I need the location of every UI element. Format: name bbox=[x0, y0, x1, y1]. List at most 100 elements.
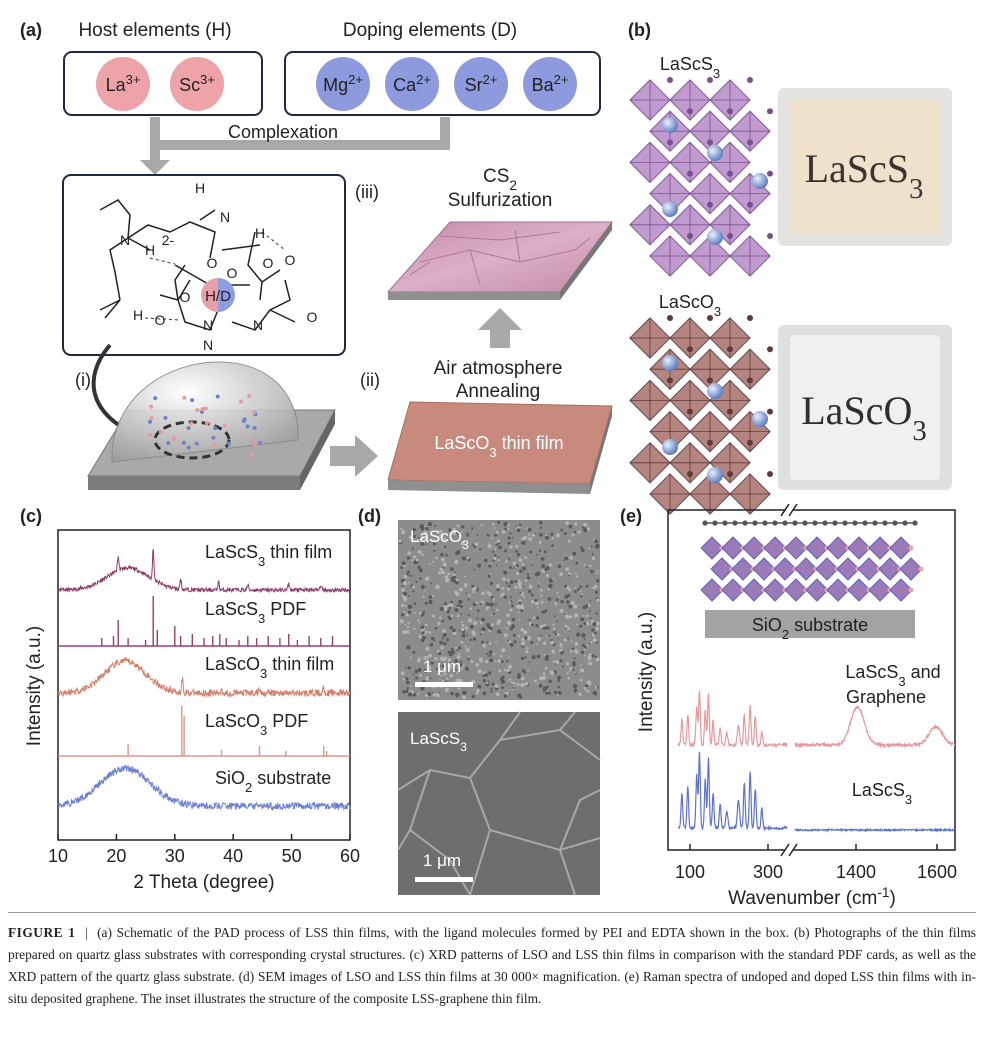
trace-label: LaScO3 PDF bbox=[205, 711, 308, 738]
sem-pore bbox=[520, 604, 524, 608]
sem-pore bbox=[517, 693, 522, 698]
sem-pore bbox=[516, 552, 521, 557]
sem-pore bbox=[455, 668, 458, 671]
sem-pore bbox=[552, 627, 556, 630]
complexation-label: Complexation bbox=[228, 122, 338, 142]
sem-pore bbox=[412, 532, 414, 534]
text-part: PDF bbox=[265, 599, 306, 619]
sem-pore bbox=[518, 558, 523, 563]
octahedron-edge bbox=[730, 474, 770, 514]
sem-pore bbox=[505, 582, 508, 585]
sem-pore bbox=[490, 690, 493, 693]
sem-pore bbox=[580, 548, 585, 552]
octahedron bbox=[847, 578, 871, 602]
octahedron bbox=[784, 536, 808, 560]
process-arrow bbox=[478, 308, 522, 348]
sem-pore bbox=[488, 642, 492, 645]
sem-pore bbox=[580, 546, 583, 549]
sem-pore bbox=[503, 522, 508, 527]
sem-pore bbox=[408, 581, 411, 584]
sem-pore bbox=[543, 623, 546, 627]
sem-pore bbox=[564, 613, 566, 616]
sem-pore bbox=[492, 612, 495, 615]
particle bbox=[149, 404, 154, 409]
sem-pore bbox=[511, 617, 516, 622]
sem-pore bbox=[538, 582, 540, 584]
sem-pore bbox=[525, 650, 529, 654]
sem-pore bbox=[407, 611, 411, 615]
sem-pore bbox=[566, 672, 569, 675]
ion-circle bbox=[454, 57, 508, 111]
octahedron bbox=[763, 578, 787, 602]
sem-pore bbox=[419, 673, 422, 677]
sem-pore bbox=[496, 687, 499, 690]
atom bbox=[767, 170, 773, 177]
sem-pore bbox=[557, 685, 560, 689]
sem-pore bbox=[573, 690, 576, 693]
sem-pore bbox=[546, 626, 550, 630]
sem-pore bbox=[412, 673, 415, 676]
sem-pore bbox=[567, 627, 570, 630]
sem-pore bbox=[511, 624, 515, 629]
sem-pore bbox=[556, 591, 559, 595]
text-part: thin film bbox=[265, 542, 332, 562]
carbon-atom bbox=[792, 520, 798, 526]
sem-pore bbox=[491, 537, 494, 540]
text-part: Sulfurization bbox=[448, 190, 553, 211]
particle bbox=[252, 442, 257, 447]
sem-pore bbox=[573, 613, 579, 618]
sem-pore bbox=[518, 601, 522, 605]
film-edge bbox=[560, 222, 612, 300]
sem-pore bbox=[420, 638, 425, 643]
sem-pore bbox=[419, 611, 423, 615]
doping-title: Doping elements (D) bbox=[343, 20, 517, 41]
octahedron bbox=[731, 557, 755, 581]
sem-pore bbox=[473, 568, 476, 571]
sem-pore bbox=[504, 527, 507, 531]
sem-pore bbox=[479, 602, 483, 605]
sem-pore bbox=[595, 641, 598, 644]
sem-pore bbox=[407, 666, 411, 670]
sem-pore bbox=[435, 693, 440, 698]
atom bbox=[727, 471, 733, 477]
cation bbox=[707, 145, 723, 161]
sem-pore bbox=[528, 533, 531, 536]
photo-film bbox=[790, 100, 940, 234]
sem-pore bbox=[401, 584, 404, 587]
sem-pore bbox=[573, 671, 576, 674]
sem-pore bbox=[457, 687, 461, 690]
atom-label: O bbox=[307, 309, 318, 325]
x-tick-label: 20 bbox=[106, 846, 126, 866]
text-part: Wavenumber (cm bbox=[728, 888, 877, 909]
sem-pore bbox=[568, 670, 571, 672]
particle bbox=[215, 394, 220, 399]
sem-pore bbox=[589, 599, 592, 602]
sem-pore bbox=[531, 655, 536, 660]
text-part: PDF bbox=[267, 711, 308, 731]
sem-pore bbox=[548, 563, 553, 567]
sem-pore bbox=[423, 530, 428, 536]
sem-pore bbox=[441, 664, 445, 668]
sem-pore bbox=[497, 559, 500, 562]
sem-pore bbox=[418, 621, 421, 624]
atom bbox=[727, 108, 733, 115]
sem-pore bbox=[507, 679, 510, 682]
sem-pore bbox=[506, 627, 508, 629]
sem-pore bbox=[441, 619, 445, 623]
sem-pore bbox=[507, 557, 511, 560]
sem-pore bbox=[448, 664, 453, 670]
sem-pore bbox=[595, 693, 597, 696]
sem-pore bbox=[479, 548, 482, 551]
sem-pore bbox=[507, 640, 510, 642]
sem-pore bbox=[422, 635, 426, 640]
sem-pore bbox=[468, 618, 473, 623]
cation bbox=[908, 587, 914, 593]
sem-pore bbox=[587, 656, 592, 661]
sem-pore bbox=[474, 542, 478, 547]
atom bbox=[727, 170, 733, 177]
sem-pore bbox=[595, 612, 598, 615]
sem-pore bbox=[458, 678, 463, 683]
sem-pore bbox=[435, 584, 440, 589]
sem-pore bbox=[408, 692, 413, 697]
sem-pore bbox=[586, 689, 590, 693]
